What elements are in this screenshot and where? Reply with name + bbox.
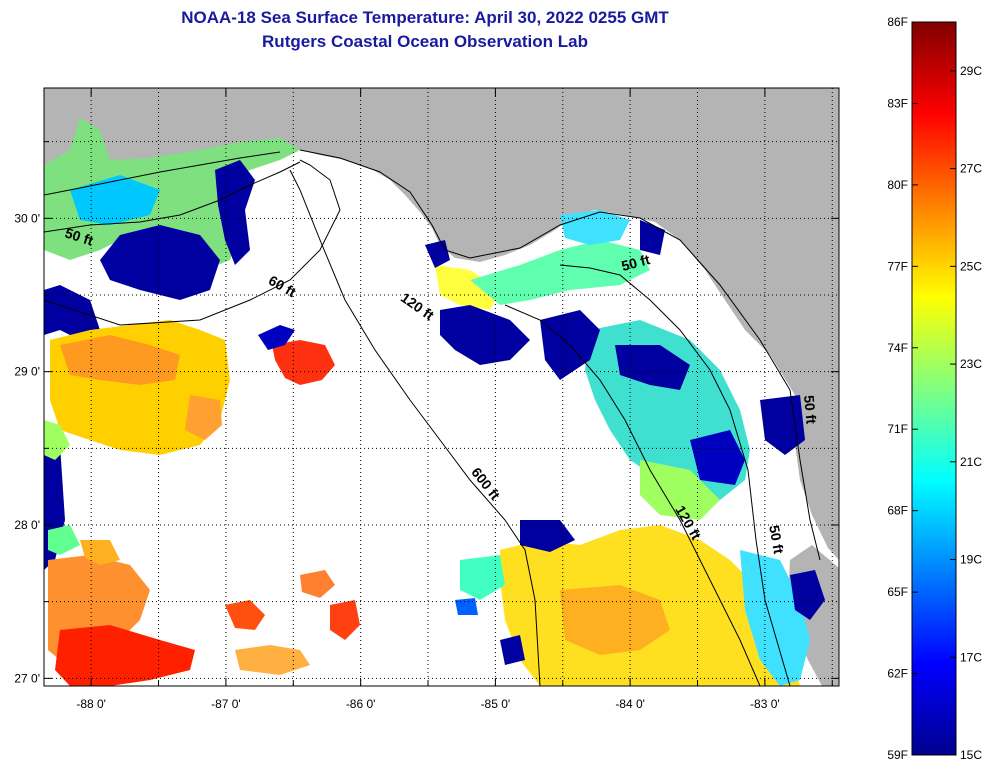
colorbar-c-label: 25C (960, 259, 982, 273)
contour-120ft (44, 159, 341, 326)
contour-600ft (289, 169, 541, 686)
contour-label: 50 ft (620, 251, 652, 274)
contour-50ft-west (44, 151, 281, 196)
lon-tick-label: -86 0' (346, 697, 376, 711)
colorbar-f-label: 83F (887, 96, 908, 110)
map-title: NOAA-18 Sea Surface Temperature: April 3… (181, 8, 669, 27)
lon-tick-label: -84 0' (615, 697, 645, 711)
grid-lines (44, 88, 839, 686)
colorbar-f-label: 74F (887, 341, 908, 355)
colorbar-ramp (911, 21, 957, 756)
colorbar: 86F 83F 80F 77F 74F 71F 68F 65F 62F 59F 29C 27C 25C… (887, 15, 982, 762)
colorbar-celsius-labels: 29C 27C 25C 23C 21C 19C 17C 15C (950, 64, 982, 762)
colorbar-f-label: 77F (887, 259, 908, 273)
colorbar-f-label: 62F (887, 667, 908, 681)
map-subtitle: Rutgers Coastal Ocean Observation Lab (262, 32, 588, 51)
contour-coastal (299, 149, 821, 561)
lat-tick-label: 27 0' (14, 671, 40, 685)
map-axes: -88 0' -87 0' -86 0' -85 0' -84 0' -83 0' 30 0… (14, 88, 839, 711)
colorbar-fahrenheit-labels: 86F 83F 80F 77F 74F 71F 68F 65F 62F 59F (887, 15, 918, 762)
colorbar-f-label: 71F (887, 422, 908, 436)
colorbar-f-label: 59F (887, 748, 908, 762)
map-frame (43, 87, 840, 687)
contour-60ft-west (44, 161, 301, 233)
lat-tick-label: 29 0' (14, 365, 40, 379)
colorbar-f-label: 80F (887, 178, 908, 192)
colorbar-c-label: 17C (960, 650, 982, 664)
colorbar-f-label: 68F (887, 504, 908, 518)
contour-50ft-east (559, 264, 791, 686)
colorbar-c-label: 15C (960, 748, 982, 762)
lat-tick-label: 28 0' (14, 518, 40, 532)
contour-120ft-east (504, 304, 761, 686)
colorbar-f-label: 65F (887, 585, 908, 599)
contour-label: 50 ft (801, 395, 819, 425)
colorbar-c-label: 21C (960, 455, 982, 469)
colorbar-c-label: 19C (960, 553, 982, 567)
lon-tick-label: -88 0' (76, 697, 106, 711)
sst-patches (44, 118, 825, 686)
colorbar-c-label: 29C (960, 64, 982, 78)
lat-tick-label: 30 0' (14, 211, 40, 225)
contour-label: 50 ft (766, 524, 787, 555)
land-north (44, 88, 839, 560)
lon-tick-label: -85 0' (481, 697, 511, 711)
lon-tick-label: -87 0' (211, 697, 241, 711)
lon-tick-label: -83 0' (750, 697, 780, 711)
colorbar-c-label: 23C (960, 357, 982, 371)
depth-contours (44, 149, 821, 686)
colorbar-c-label: 27C (960, 162, 982, 176)
colorbar-f-label: 86F (887, 15, 908, 29)
